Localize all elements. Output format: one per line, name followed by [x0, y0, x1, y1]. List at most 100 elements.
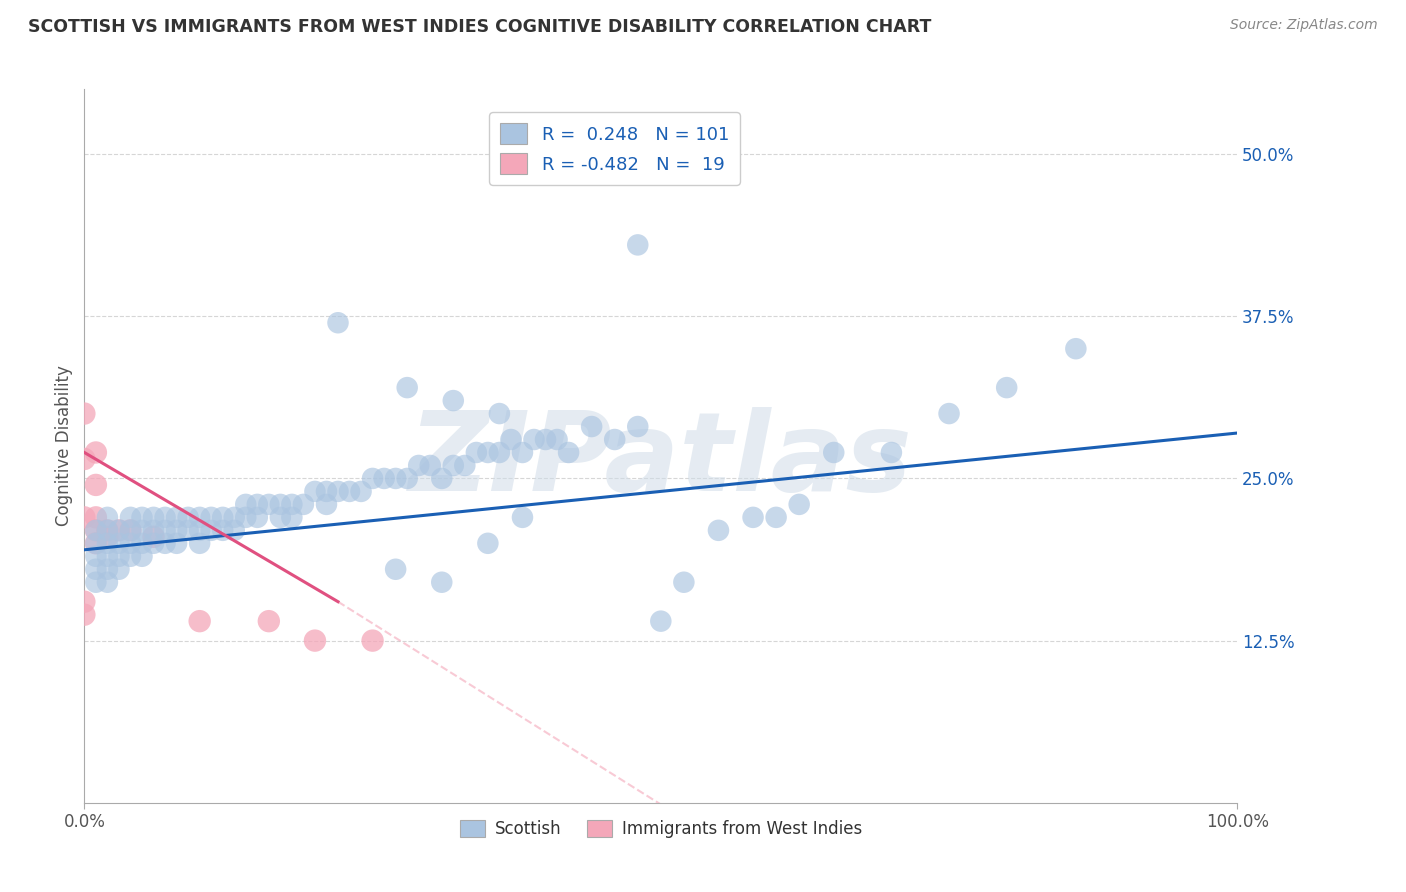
Point — [96, 524, 118, 538]
Point — [84, 549, 107, 564]
Point — [454, 458, 477, 473]
Point — [235, 510, 257, 524]
Point — [672, 575, 695, 590]
Point — [627, 238, 650, 252]
Point — [627, 419, 650, 434]
Point — [188, 614, 211, 628]
Point — [315, 497, 337, 511]
Point — [257, 497, 280, 511]
Point — [765, 510, 787, 524]
Point — [269, 510, 291, 524]
Point — [120, 524, 142, 538]
Point — [120, 536, 142, 550]
Point — [142, 530, 165, 544]
Y-axis label: Cognitive Disability: Cognitive Disability — [55, 366, 73, 526]
Point — [384, 471, 406, 485]
Point — [787, 497, 810, 511]
Point — [166, 524, 188, 538]
Point — [246, 510, 269, 524]
Point — [430, 471, 453, 485]
Point — [995, 381, 1018, 395]
Point — [257, 614, 280, 628]
Point — [441, 458, 464, 473]
Text: SCOTTISH VS IMMIGRANTS FROM WEST INDIES COGNITIVE DISABILITY CORRELATION CHART: SCOTTISH VS IMMIGRANTS FROM WEST INDIES … — [28, 18, 932, 36]
Point — [84, 445, 107, 459]
Point — [96, 536, 118, 550]
Point — [108, 549, 131, 564]
Point — [465, 445, 488, 459]
Point — [188, 536, 211, 550]
Point — [153, 524, 176, 538]
Point — [84, 562, 107, 576]
Point — [512, 445, 534, 459]
Point — [211, 510, 233, 524]
Point — [131, 536, 153, 550]
Point — [707, 524, 730, 538]
Point — [441, 393, 464, 408]
Point — [534, 433, 557, 447]
Point — [880, 445, 903, 459]
Point — [650, 614, 672, 628]
Point — [84, 524, 107, 538]
Text: Source: ZipAtlas.com: Source: ZipAtlas.com — [1230, 18, 1378, 32]
Point — [142, 536, 165, 550]
Point — [73, 510, 96, 524]
Point — [153, 510, 176, 524]
Point — [326, 484, 349, 499]
Point — [131, 510, 153, 524]
Point — [131, 524, 153, 538]
Point — [142, 524, 165, 538]
Point — [84, 536, 107, 550]
Point — [177, 524, 200, 538]
Point — [166, 510, 188, 524]
Point — [742, 510, 765, 524]
Point — [361, 633, 384, 648]
Point — [200, 510, 222, 524]
Point — [188, 524, 211, 538]
Point — [546, 433, 568, 447]
Point — [408, 458, 430, 473]
Legend: Scottish, Immigrants from West Indies: Scottish, Immigrants from West Indies — [453, 813, 869, 845]
Point — [131, 549, 153, 564]
Point — [315, 484, 337, 499]
Point — [84, 510, 107, 524]
Point — [326, 316, 349, 330]
Point — [512, 510, 534, 524]
Point — [73, 595, 96, 609]
Point — [108, 524, 131, 538]
Point — [281, 497, 304, 511]
Point — [96, 524, 118, 538]
Point — [477, 536, 499, 550]
Point — [488, 445, 510, 459]
Point — [84, 536, 107, 550]
Point — [373, 471, 395, 485]
Point — [430, 575, 453, 590]
Point — [120, 549, 142, 564]
Point — [569, 147, 592, 161]
Point — [419, 458, 441, 473]
Point — [292, 497, 315, 511]
Point — [488, 407, 510, 421]
Point — [96, 510, 118, 524]
Point — [603, 433, 626, 447]
Point — [84, 524, 107, 538]
Point — [339, 484, 361, 499]
Point — [499, 433, 522, 447]
Point — [477, 445, 499, 459]
Point — [211, 524, 233, 538]
Point — [361, 471, 384, 485]
Point — [108, 562, 131, 576]
Point — [142, 510, 165, 524]
Point — [96, 530, 118, 544]
Point — [84, 478, 107, 492]
Point — [108, 524, 131, 538]
Point — [73, 607, 96, 622]
Point — [938, 407, 960, 421]
Point — [224, 524, 246, 538]
Point — [188, 510, 211, 524]
Point — [581, 419, 603, 434]
Point — [73, 407, 96, 421]
Point — [96, 562, 118, 576]
Point — [281, 510, 304, 524]
Point — [304, 633, 326, 648]
